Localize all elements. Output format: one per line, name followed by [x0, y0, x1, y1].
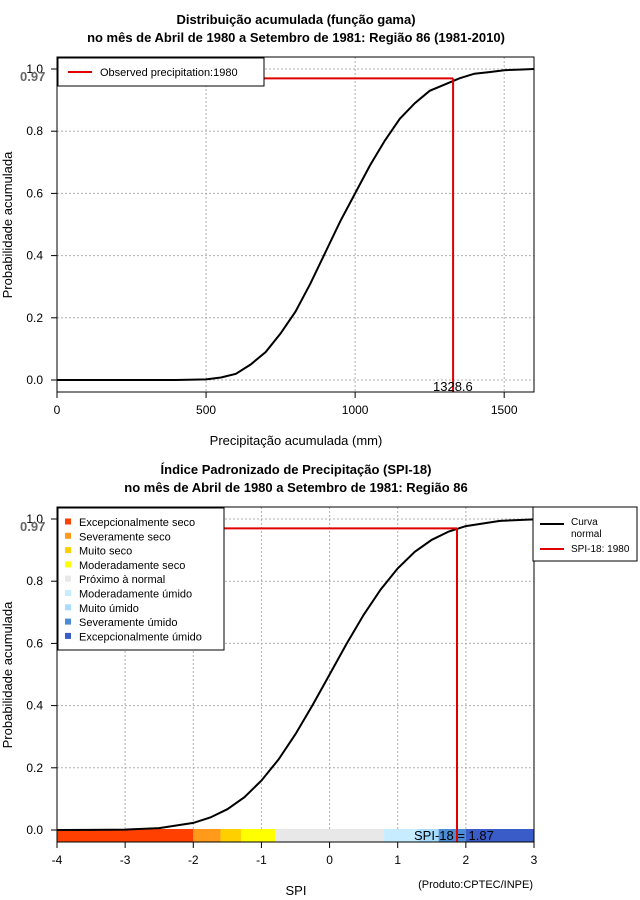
x-tick-label: -4 [52, 853, 63, 867]
x-tick-label: -1 [256, 853, 267, 867]
chart1-ticks: 0 500 1000 1500 0.0 0.2 0.4 0.6 0.8 1.0 [26, 62, 518, 417]
chart2-legend-curve-label-2: normal [571, 529, 602, 540]
x-tick-label: 1 [394, 853, 401, 867]
product-credit: (Produto:CPTEC/INPE) [418, 879, 533, 891]
chart1-title: Distribuição acumulada (função gama) [176, 12, 415, 27]
category-band [438, 829, 466, 842]
spi-chart: Índice Padronizado de Precipitação (SPI-… [0, 462, 638, 898]
legend-category-swatch [65, 604, 71, 611]
chart1-plot-area [57, 68, 535, 392]
legend-category-swatch [65, 532, 71, 539]
legend-category-label: Muito úmido [79, 603, 139, 615]
chart1-legend-box [57, 57, 265, 87]
chart2-observed-y-label: 0.97 [20, 519, 45, 534]
legend-category-label: Excepcionalmente seco [79, 517, 195, 529]
y-tick-label: 0.8 [26, 574, 43, 588]
chart2-observed-x-label: SPI-18 = 1.87 [414, 828, 494, 843]
y-tick-label: 0.2 [26, 761, 43, 775]
x-tick-label: 500 [196, 403, 216, 417]
legend-category-swatch [65, 632, 71, 639]
chart2-category-legend-box [57, 507, 225, 651]
chart2-xlabel: SPI [286, 883, 307, 898]
legend-category-label: Muito seco [79, 546, 132, 558]
legend-category-label: Moderadamente úmido [79, 589, 192, 601]
legend-category-swatch [65, 518, 71, 525]
chart1-ylabel: Probabilidade acumulada [0, 151, 15, 298]
chart2-ylabel: Probabilidade acumulada [0, 601, 15, 748]
y-tick-label: 1.0 [26, 512, 43, 526]
y-tick-label: 1.0 [26, 62, 43, 76]
category-band [240, 829, 276, 842]
x-tick-label: 1500 [491, 403, 518, 417]
chart1-observed-x-label: 1328.6 [433, 379, 473, 394]
y-tick-label: 0.4 [26, 249, 43, 263]
category-band [275, 829, 385, 842]
chart1-legend: Observed precipitation:1980 [57, 57, 265, 87]
category-band [418, 829, 439, 842]
category-band [384, 829, 419, 842]
category-band [465, 829, 534, 842]
x-tick-label: -2 [188, 853, 199, 867]
x-tick-label: 1000 [342, 403, 369, 417]
legend-category-label: Severamente seco [79, 531, 171, 543]
legend-category-swatch [65, 590, 71, 596]
y-tick-label: 0.4 [26, 699, 43, 713]
chart2-frame [56, 506, 535, 843]
chart1-xlabel: Precipitação acumulada (mm) [210, 433, 383, 448]
category-band [193, 829, 221, 842]
chart2-category-bands [57, 829, 534, 842]
legend-category-swatch [65, 575, 71, 582]
x-tick-label: 0 [54, 403, 61, 417]
category-band [57, 829, 194, 842]
y-tick-label: 0.6 [26, 186, 43, 200]
y-tick-label: 0.6 [26, 636, 43, 650]
y-tick-label: 0.2 [26, 311, 43, 325]
category-band [220, 829, 241, 842]
chart2-category-legend: Excepcionalmente seco Severamente seco Mui… [57, 507, 225, 651]
chart1-legend-observed-label: Observed precipitation:1980 [100, 67, 238, 79]
legend-category-label: Severamente úmido [79, 617, 177, 629]
cdf-curve-line [56, 518, 535, 831]
y-tick-label: 0.8 [26, 124, 43, 138]
legend-category-label: Moderadamente seco [79, 560, 185, 572]
chart2-curve-legend: Curva normal SPI-18: 1980 [532, 506, 638, 562]
chart2-title: Índice Padronizado de Precipitação (SPI-… [161, 462, 432, 477]
legend-category-swatch [65, 618, 71, 625]
y-tick-label: 0.0 [26, 373, 43, 387]
legend-category-swatch [65, 561, 71, 568]
chart2-curve-legend-box [532, 506, 638, 562]
chart1-observed-y-label: 0.97 [20, 69, 45, 84]
legend-category-label: Próximo à normal [79, 574, 165, 586]
gamma-cdf-chart: Distribuição acumulada (função gama) no … [0, 12, 535, 448]
x-tick-label: 2 [463, 853, 470, 867]
x-tick-label: 0 [326, 853, 333, 867]
cdf-curve-line [57, 68, 535, 381]
chart1-frame [56, 56, 535, 393]
chart1-grid [56, 57, 534, 392]
chart2-ticks: -4 -3 -2 -1 0 1 2 3 0.0 0.2 0.4 0.6 0.8 1.0 [26, 512, 537, 867]
chart1-subtitle: no mês de Abril de 1980 a Setembro de 19… [87, 30, 505, 45]
chart2-legend-curve-label-1: Curva [571, 517, 598, 528]
y-tick-label: 0.0 [26, 823, 43, 837]
chart2-subtitle: no mês de Abril de 1980 a Setembro de 19… [124, 480, 467, 495]
chart2-legend-observed-label: SPI-18: 1980 [571, 544, 630, 555]
legend-category-label: Excepcionalmente úmido [79, 631, 202, 643]
legend-category-swatch [65, 547, 71, 554]
x-tick-label: -3 [120, 853, 131, 867]
x-tick-label: 3 [531, 853, 538, 867]
